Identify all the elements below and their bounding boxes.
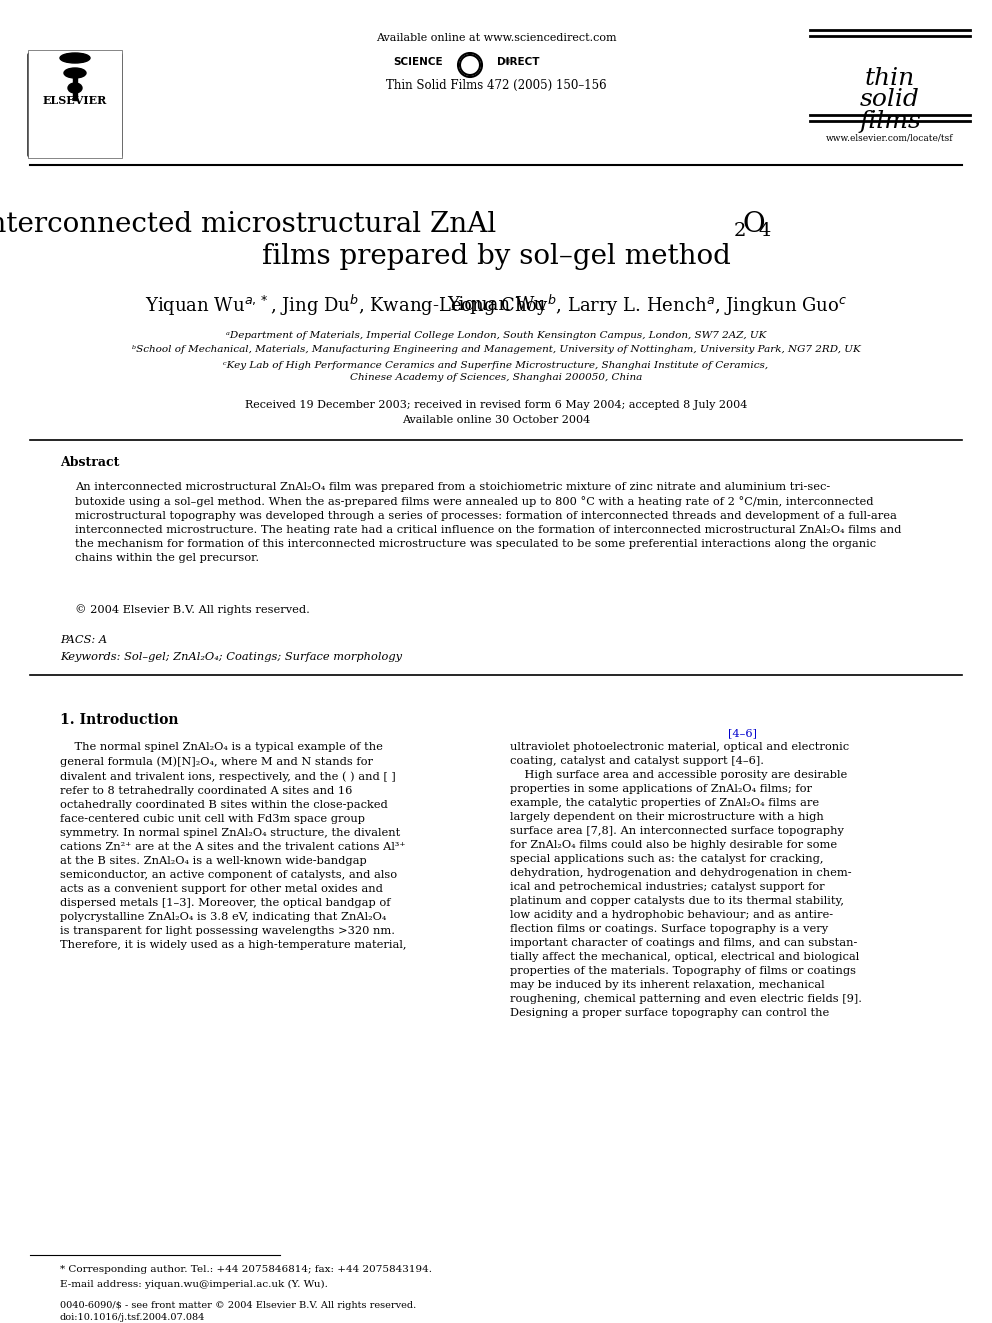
- Text: The normal spinel ZnAl₂O₄ is a typical example of the
general formula (M)[N]₂O₄,: The normal spinel ZnAl₂O₄ is a typical e…: [60, 742, 407, 950]
- Text: 2: 2: [734, 222, 746, 239]
- Text: 1. Introduction: 1. Introduction: [60, 713, 179, 728]
- Text: Available online at www.sciencedirect.com: Available online at www.sciencedirect.co…: [376, 33, 616, 44]
- Text: 0040-6090/$ - see front matter © 2004 Elsevier B.V. All rights reserved.: 0040-6090/$ - see front matter © 2004 El…: [60, 1301, 417, 1310]
- Text: ᵇSchool of Mechanical, Materials, Manufacturing Engineering and Management, Univ: ᵇSchool of Mechanical, Materials, Manufa…: [132, 345, 860, 355]
- Text: ᵃDepartment of Materials, Imperial College London, South Kensington Campus, Lond: ᵃDepartment of Materials, Imperial Colle…: [226, 331, 766, 340]
- Text: Abstract: Abstract: [60, 455, 119, 468]
- Text: Thin Solid Films 472 (2005) 150–156: Thin Solid Films 472 (2005) 150–156: [386, 78, 606, 91]
- Text: ®: ®: [504, 60, 511, 65]
- Text: Keywords: Sol–gel; ZnAl₂O₄; Coatings; Surface morphology: Keywords: Sol–gel; ZnAl₂O₄; Coatings; Su…: [60, 652, 402, 662]
- Ellipse shape: [64, 67, 86, 78]
- Text: DIRECT: DIRECT: [497, 57, 540, 67]
- Text: [4–6]: [4–6]: [728, 728, 757, 738]
- Text: Received 19 December 2003; received in revised form 6 May 2004; accepted 8 July : Received 19 December 2003; received in r…: [245, 400, 747, 410]
- Text: Yiquan Wu$^{a,*}$, Jing Du$^{b}$, Kwang-Leong Choy$^{b}$, Larry L. Hench$^{a}$, : Yiquan Wu$^{a,*}$, Jing Du$^{b}$, Kwang-…: [145, 292, 847, 318]
- Text: ELSEVIER: ELSEVIER: [43, 94, 107, 106]
- Text: © 2004 Elsevier B.V. All rights reserved.: © 2004 Elsevier B.V. All rights reserved…: [75, 605, 310, 615]
- Text: doi:10.1016/j.tsf.2004.07.084: doi:10.1016/j.tsf.2004.07.084: [60, 1312, 205, 1322]
- Text: Formation of interconnected microstructural ZnAl: Formation of interconnected microstructu…: [0, 212, 496, 238]
- Ellipse shape: [60, 53, 90, 64]
- Text: PACS: A: PACS: A: [60, 635, 107, 646]
- Text: SCIENCE: SCIENCE: [394, 57, 443, 67]
- Text: Chinese Academy of Sciences, Shanghai 200050, China: Chinese Academy of Sciences, Shanghai 20…: [350, 373, 642, 382]
- Text: films prepared by sol–gel method: films prepared by sol–gel method: [262, 243, 730, 270]
- Bar: [73, 70, 77, 101]
- Text: www.elsevier.com/locate/tsf: www.elsevier.com/locate/tsf: [826, 134, 953, 143]
- Text: ultraviolet photoelectronic material, optical and electronic
coating, catalyst a: ultraviolet photoelectronic material, op…: [510, 742, 862, 1017]
- Ellipse shape: [68, 83, 82, 93]
- Text: ᶜKey Lab of High Performance Ceramics and Superfine Microstructure, Shanghai Ins: ᶜKey Lab of High Performance Ceramics an…: [223, 360, 769, 369]
- Text: An interconnected microstructural ZnAl₂O₄ film was prepared from a stoichiometri: An interconnected microstructural ZnAl₂O…: [75, 482, 902, 564]
- Text: Yiquan Wu: Yiquan Wu: [446, 296, 546, 314]
- Text: * Corresponding author. Tel.: +44 2075846814; fax: +44 2075843194.: * Corresponding author. Tel.: +44 207584…: [60, 1266, 432, 1274]
- Text: E-mail address: yiquan.wu@imperial.ac.uk (Y. Wu).: E-mail address: yiquan.wu@imperial.ac.uk…: [60, 1279, 328, 1289]
- Text: O: O: [743, 212, 766, 238]
- Text: Available online 30 October 2004: Available online 30 October 2004: [402, 415, 590, 425]
- Text: 4: 4: [758, 222, 771, 239]
- Text: thin
solid
films: thin solid films: [859, 67, 921, 132]
- Bar: [28, 50, 122, 157]
